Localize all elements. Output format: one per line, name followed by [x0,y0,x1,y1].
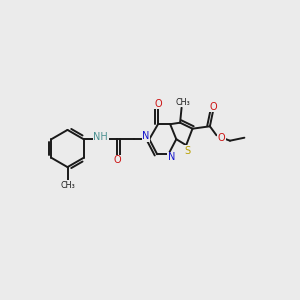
Text: O: O [154,99,162,109]
Text: CH₃: CH₃ [60,181,75,190]
Text: N: N [168,152,175,162]
Text: O: O [210,101,217,112]
Text: N: N [142,131,149,141]
Text: CH₃: CH₃ [176,98,190,107]
Text: O: O [113,155,121,165]
Text: S: S [184,146,190,156]
Text: O: O [218,133,225,143]
Text: NH: NH [93,132,108,142]
